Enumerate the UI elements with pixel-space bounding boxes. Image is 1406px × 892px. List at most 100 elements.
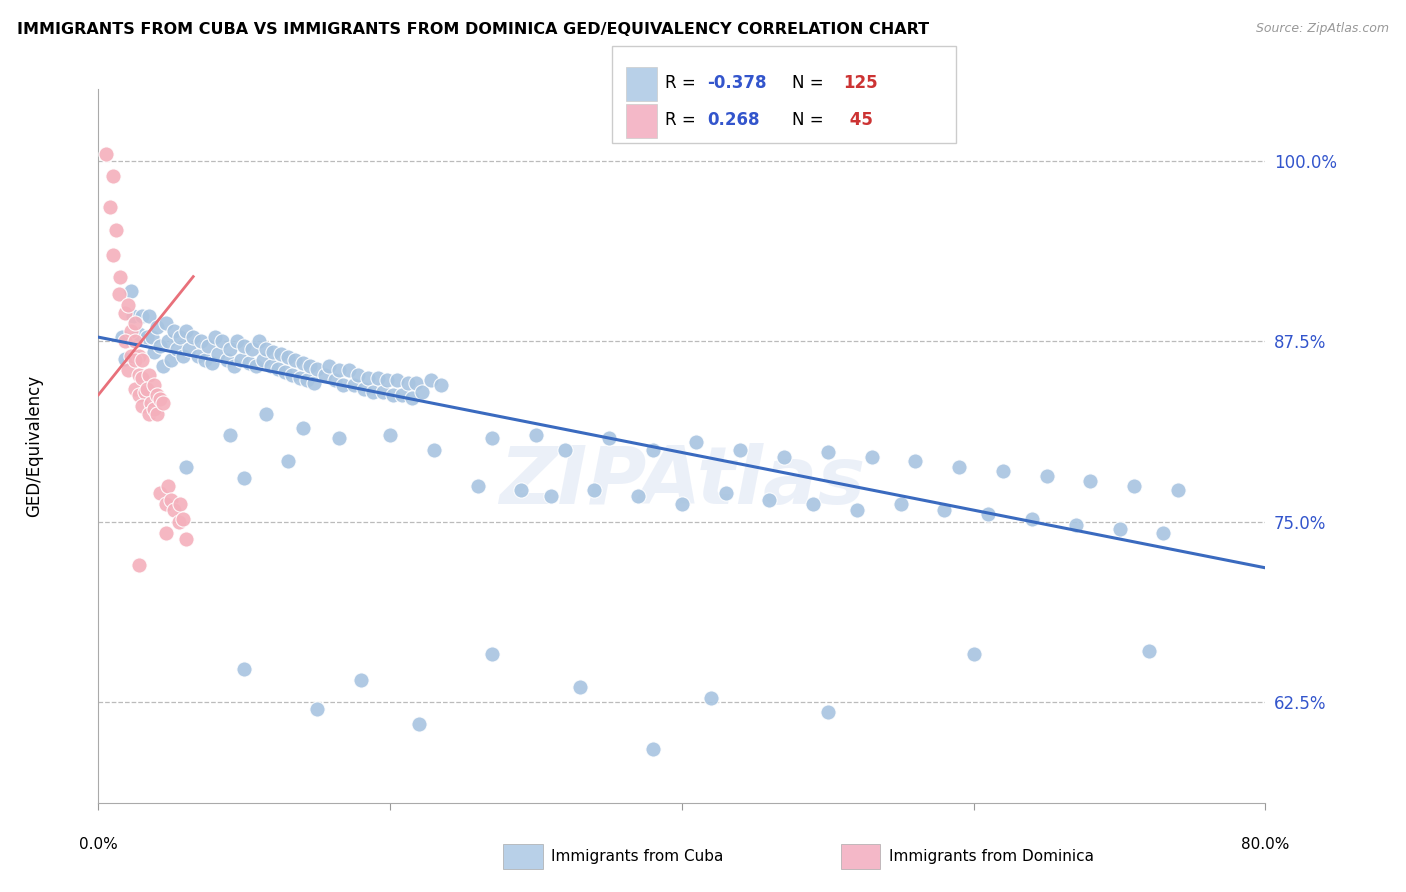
Point bbox=[1123, 478, 1146, 492]
Point bbox=[138, 309, 160, 323]
Point bbox=[174, 325, 197, 339]
Point bbox=[142, 402, 165, 417]
Point bbox=[962, 648, 984, 662]
Point bbox=[122, 309, 145, 323]
Point bbox=[773, 450, 796, 464]
Point bbox=[104, 223, 127, 237]
Point bbox=[172, 512, 194, 526]
Point bbox=[700, 690, 723, 705]
Point bbox=[141, 330, 163, 344]
Point bbox=[120, 284, 142, 298]
Point bbox=[114, 351, 136, 366]
Point bbox=[201, 356, 224, 370]
Point bbox=[240, 342, 263, 356]
Text: 80.0%: 80.0% bbox=[1241, 837, 1289, 852]
Text: N =: N = bbox=[792, 74, 823, 92]
Point bbox=[423, 442, 446, 457]
Point bbox=[110, 269, 132, 284]
Point bbox=[207, 347, 229, 361]
Point bbox=[131, 309, 153, 323]
Point bbox=[169, 497, 191, 511]
Point bbox=[1152, 526, 1174, 541]
Point bbox=[108, 286, 131, 301]
Point bbox=[420, 373, 443, 387]
Point bbox=[382, 388, 405, 402]
Point bbox=[671, 497, 693, 511]
Point bbox=[211, 334, 233, 349]
Point bbox=[934, 503, 956, 517]
Point bbox=[860, 450, 883, 464]
Point bbox=[128, 388, 150, 402]
Text: Immigrants from Dominica: Immigrants from Dominica bbox=[889, 849, 1094, 863]
Point bbox=[291, 421, 314, 435]
Point bbox=[817, 705, 839, 719]
Point bbox=[890, 497, 912, 511]
Point bbox=[163, 325, 186, 339]
Point bbox=[524, 428, 547, 442]
Point bbox=[174, 459, 197, 474]
Point bbox=[155, 316, 177, 330]
Point bbox=[568, 681, 591, 695]
Point bbox=[187, 349, 209, 363]
Point bbox=[124, 316, 146, 330]
Point bbox=[218, 342, 240, 356]
Point bbox=[142, 344, 165, 359]
Point bbox=[353, 382, 375, 396]
Point bbox=[270, 347, 292, 361]
Point bbox=[262, 344, 284, 359]
Point bbox=[328, 431, 350, 445]
Point bbox=[197, 339, 219, 353]
Point bbox=[146, 320, 169, 334]
Point bbox=[408, 716, 430, 731]
Point bbox=[540, 489, 562, 503]
Point bbox=[215, 353, 238, 368]
Point bbox=[801, 497, 824, 511]
Point bbox=[254, 407, 277, 421]
Point bbox=[1108, 522, 1130, 536]
Point bbox=[1137, 644, 1160, 658]
Point bbox=[298, 359, 321, 373]
Point bbox=[343, 377, 366, 392]
Point bbox=[728, 442, 751, 457]
Text: IMMIGRANTS FROM CUBA VS IMMIGRANTS FROM DOMINICA GED/EQUIVALENCY CORRELATION CHA: IMMIGRANTS FROM CUBA VS IMMIGRANTS FROM … bbox=[17, 22, 929, 37]
Point bbox=[284, 353, 307, 368]
Point bbox=[124, 353, 146, 368]
Point bbox=[288, 370, 311, 384]
Point bbox=[291, 356, 314, 370]
Point bbox=[641, 442, 664, 457]
Point bbox=[1035, 468, 1057, 483]
Point bbox=[904, 454, 927, 468]
Text: -0.378: -0.378 bbox=[707, 74, 766, 92]
Point bbox=[252, 353, 274, 368]
Text: Source: ZipAtlas.com: Source: ZipAtlas.com bbox=[1256, 22, 1389, 36]
Point bbox=[375, 373, 398, 387]
Point bbox=[172, 349, 194, 363]
Point bbox=[510, 483, 533, 497]
Text: 0.0%: 0.0% bbox=[79, 837, 118, 852]
Text: Immigrants from Cuba: Immigrants from Cuba bbox=[551, 849, 724, 863]
Point bbox=[233, 471, 256, 485]
Point bbox=[135, 330, 157, 344]
Point bbox=[163, 503, 186, 517]
Point bbox=[233, 339, 256, 353]
Point bbox=[94, 147, 117, 161]
Point bbox=[218, 428, 240, 442]
Point bbox=[314, 368, 336, 382]
Point bbox=[304, 376, 326, 391]
Point bbox=[583, 483, 606, 497]
Point bbox=[274, 365, 297, 379]
Point bbox=[101, 248, 124, 262]
Point bbox=[120, 325, 142, 339]
Point bbox=[371, 384, 394, 399]
Point bbox=[598, 431, 620, 445]
Point bbox=[357, 370, 380, 384]
Point bbox=[714, 486, 737, 500]
Point bbox=[430, 377, 453, 392]
Point bbox=[977, 508, 1000, 522]
Point bbox=[167, 515, 190, 529]
Text: 125: 125 bbox=[844, 74, 879, 92]
Point bbox=[948, 459, 970, 474]
Text: R =: R = bbox=[665, 111, 706, 128]
Text: 45: 45 bbox=[844, 111, 873, 128]
Point bbox=[401, 391, 423, 405]
